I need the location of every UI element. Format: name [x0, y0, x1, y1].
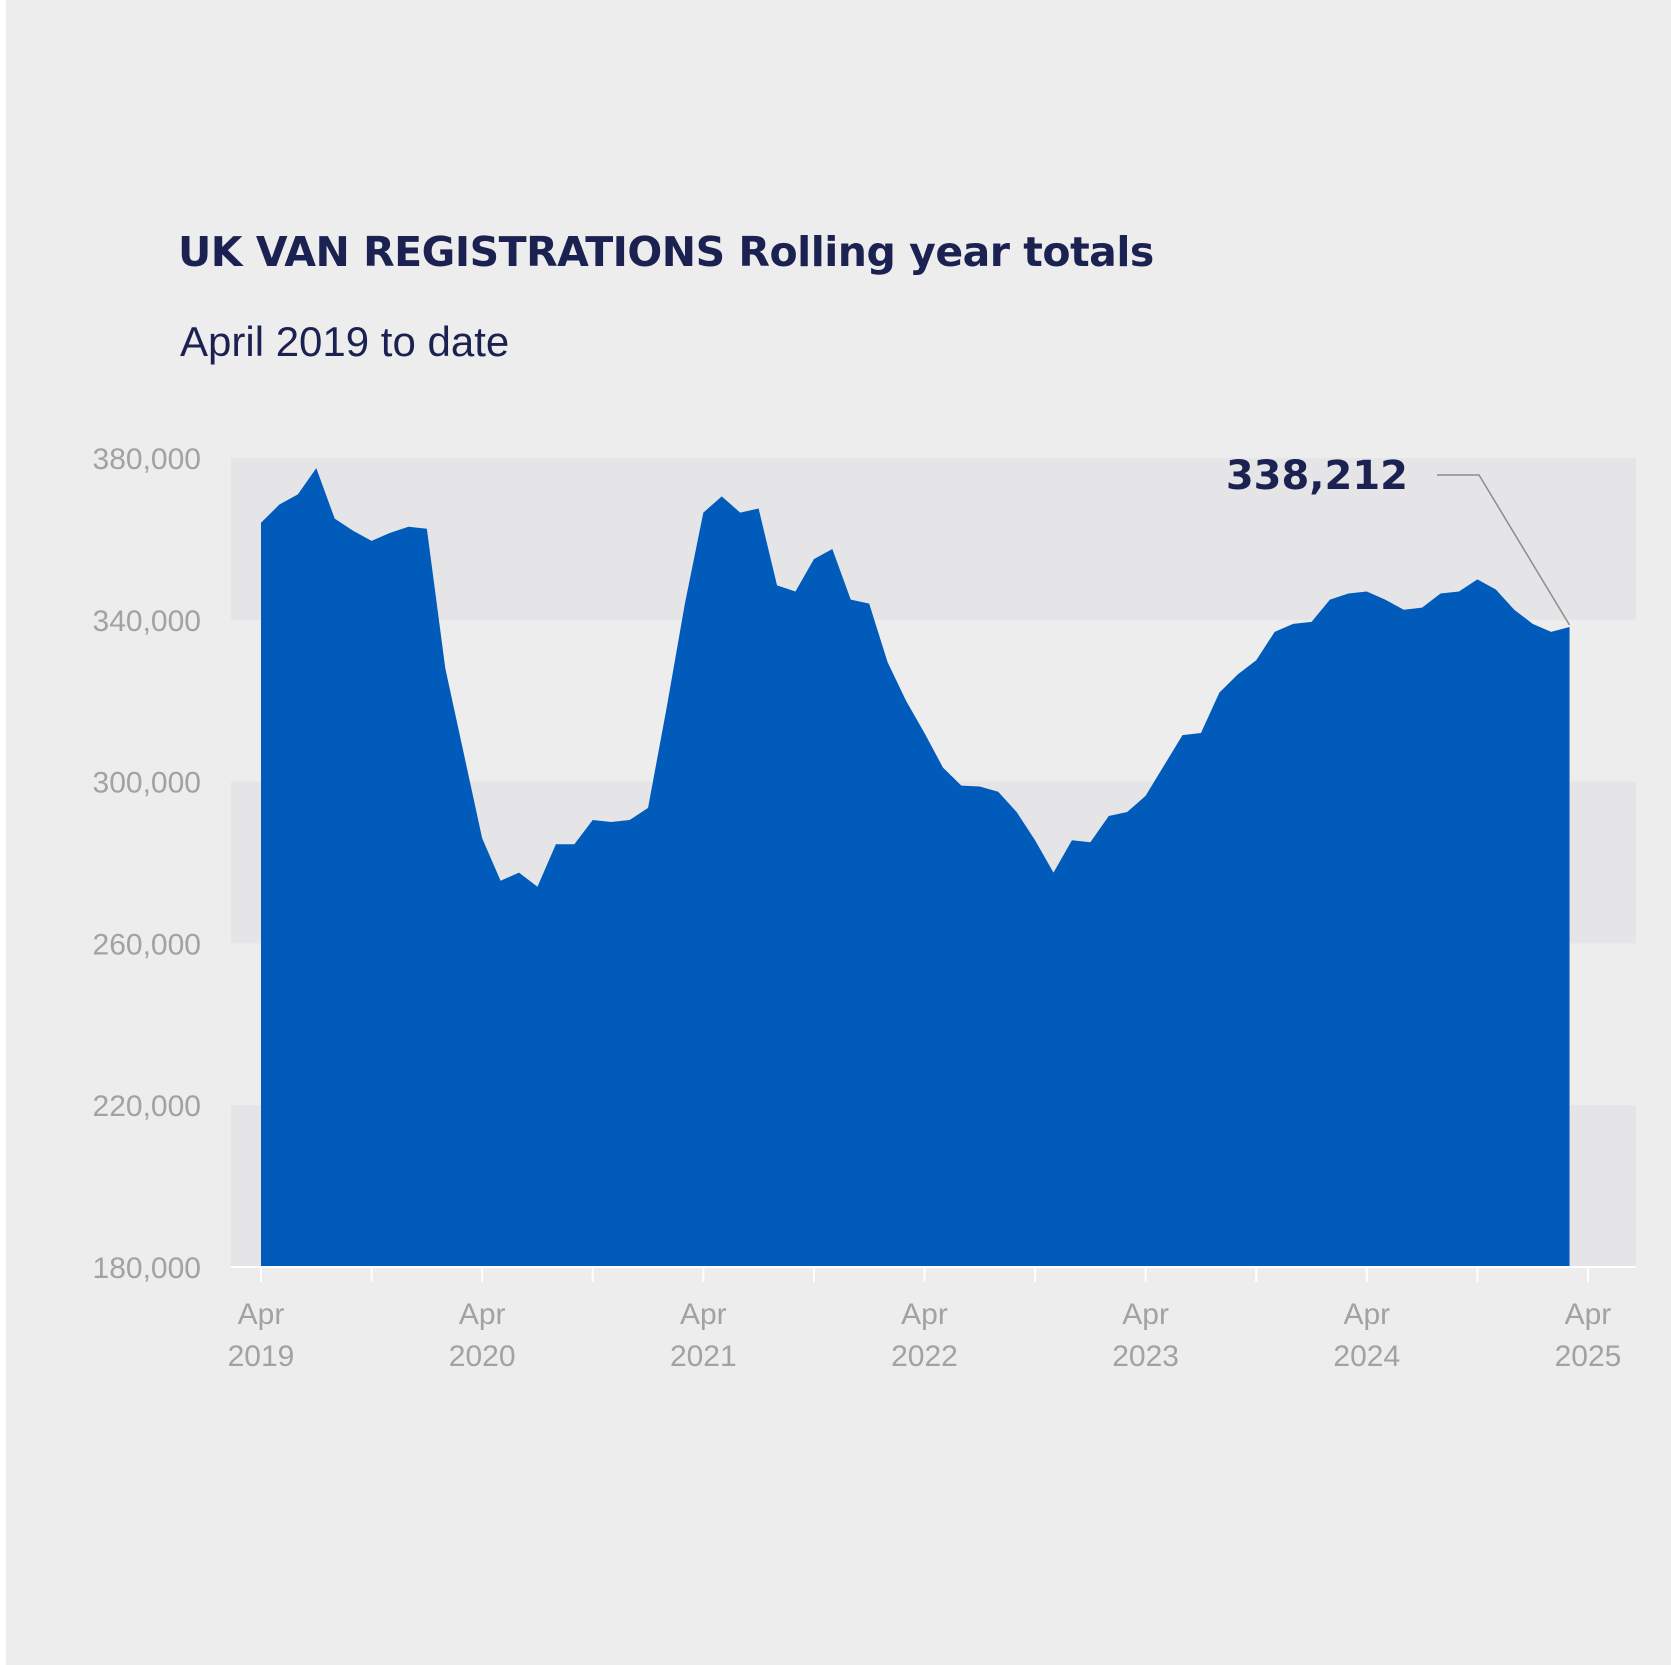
- x-tick-label-month: Apr: [901, 1298, 948, 1331]
- y-tick-label: 380,000: [93, 443, 201, 476]
- y-tick-label: 340,000: [93, 605, 201, 638]
- x-tick-label-month: Apr: [238, 1298, 285, 1331]
- x-tick-label-year: 2024: [1333, 1340, 1400, 1373]
- axes: [231, 1266, 1636, 1282]
- left-margin-strip: [0, 0, 6, 1665]
- y-tick-label: 180,000: [93, 1252, 201, 1285]
- y-tick-label: 300,000: [93, 767, 201, 800]
- x-tick-label-month: Apr: [1122, 1298, 1169, 1331]
- x-tick-label-month: Apr: [459, 1298, 506, 1331]
- y-tick-label: 220,000: [93, 1090, 201, 1123]
- x-tick-label-year: 2023: [1112, 1340, 1179, 1373]
- x-tick-label-month: Apr: [680, 1298, 727, 1331]
- area-series: [261, 468, 1570, 1267]
- x-tick-label-year: 2025: [1555, 1340, 1622, 1373]
- x-tick-label-year: 2022: [891, 1340, 958, 1373]
- x-tick-label-month: Apr: [1565, 1298, 1612, 1331]
- x-axis-labels: Apr 2019 Apr 2020 Apr 2021 Apr 2022 Apr 2023 Apr 20…: [228, 1298, 1622, 1373]
- x-tick-label-year: 2020: [449, 1340, 516, 1373]
- y-tick-label: 260,000: [93, 928, 201, 961]
- value-callout: 338,212: [1226, 453, 1571, 626]
- x-tick-label-month: Apr: [1343, 1298, 1390, 1331]
- background-band: [231, 458, 1636, 620]
- area-fill: [261, 468, 1570, 1267]
- chart-title: UK VAN REGISTRATIONS Rolling year totals: [178, 228, 1154, 276]
- chart-subtitle: April 2019 to date: [180, 318, 510, 365]
- x-tick-label-year: 2021: [670, 1340, 737, 1373]
- y-axis-labels: 380,000 340,000 300,000 260,000 220,000 180,0…: [93, 443, 201, 1285]
- callout-value-label: 338,212: [1226, 453, 1408, 499]
- callout-leader-line: [1437, 474, 1571, 626]
- x-tick-label-year: 2019: [228, 1340, 295, 1373]
